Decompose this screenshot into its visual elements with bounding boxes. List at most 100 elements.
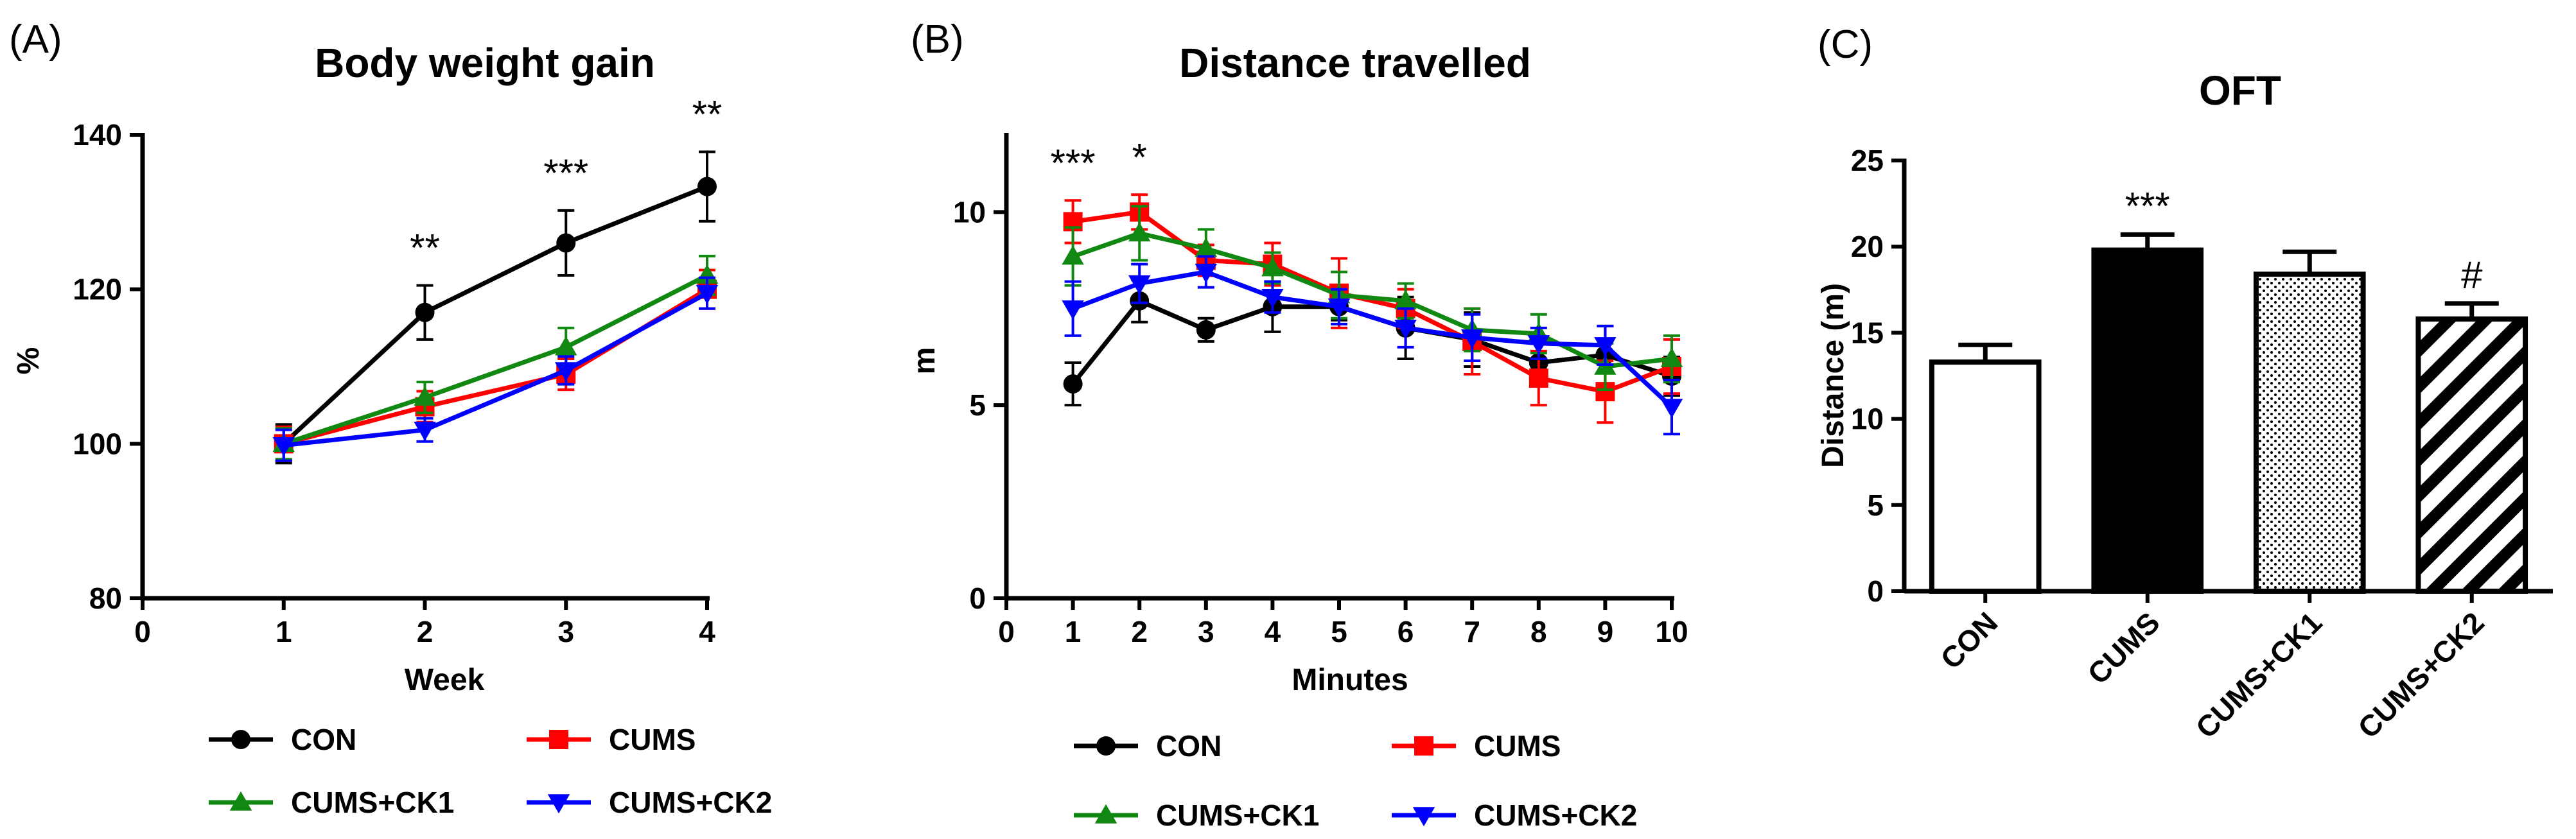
bar [2253, 272, 2366, 594]
x-tick-label: 0 [998, 615, 1015, 648]
data-point [1660, 399, 1683, 419]
series-cums-ck2 [272, 276, 719, 462]
data-point [415, 302, 435, 322]
data-point [1529, 368, 1548, 388]
data-point [1128, 222, 1151, 242]
legend-item-con: CON [1074, 729, 1222, 763]
y-tick-label: 15 [1851, 316, 1884, 349]
legend-label: CUMS+CK2 [609, 786, 772, 819]
x-tick-label: 3 [1198, 615, 1214, 648]
legend-marker [231, 730, 250, 749]
data-point [555, 336, 577, 356]
legend-marker [1414, 736, 1433, 756]
series-cums [274, 268, 717, 462]
legend-item-con: CON [209, 723, 356, 756]
data-point [1460, 329, 1484, 349]
x-tick-label: 2 [1131, 615, 1148, 648]
significance-marker: ** [410, 227, 440, 270]
panel-a-label: (A) [9, 17, 62, 62]
data-point [696, 284, 719, 304]
x-tick-label: CON [1934, 605, 2004, 675]
data-point [1195, 238, 1218, 257]
panel-c-title: OFT [2199, 67, 2281, 114]
x-tick-label: CUMS [2081, 605, 2166, 691]
panel-b-title: Distance travelled [1179, 40, 1531, 86]
legend-label: CUMS+CK1 [291, 786, 454, 819]
x-tick-label: 10 [1655, 615, 1688, 648]
legend-label: CUMS [1474, 729, 1561, 763]
legend-marker [549, 730, 568, 749]
legend-label: CON [291, 723, 356, 756]
data-point [1261, 257, 1284, 277]
bar-group-con: CON [1929, 342, 2042, 675]
significance-marker: *** [1051, 141, 1096, 184]
bar-group-cums: CUMS [2081, 232, 2204, 691]
panel-a-title: Body weight gain [315, 40, 655, 86]
legend-marker [229, 791, 252, 811]
x-tick-label: 5 [1331, 615, 1347, 648]
x-tick-label: 9 [1597, 615, 1614, 648]
legend-marker [1096, 736, 1116, 756]
data-point [1527, 335, 1550, 355]
x-tick-label: 8 [1530, 615, 1547, 648]
bar [2415, 316, 2528, 594]
data-point [1594, 337, 1617, 357]
panel-a-y-axis-label: % [12, 347, 46, 375]
panel-b-y-axis-label: m [907, 347, 942, 375]
series-line [283, 273, 708, 446]
x-tick-label: 7 [1464, 615, 1480, 648]
series-con [274, 150, 717, 465]
panel-b-distance-travelled: (B) Distance travelled Minutes m 0 1 2 3 4 5 6… [907, 17, 1688, 832]
data-point [1394, 320, 1417, 340]
data-point [1128, 275, 1151, 295]
panel-c-plot-area: 0 5 10 15 20 25 CON CUMS CUMS+CK1 CUMS+CK2 *** # [1851, 144, 2553, 745]
legend-item-cums-ck1: CUMS+CK1 [1074, 799, 1319, 832]
data-point [1394, 290, 1417, 309]
data-point [1261, 288, 1284, 308]
x-tick-label: 1 [276, 615, 292, 648]
legend-marker [1094, 804, 1117, 824]
y-tick-label: 140 [73, 118, 122, 151]
legend-item-cums: CUMS [527, 723, 696, 756]
y-tick-label: 10 [1851, 402, 1884, 436]
series-cums-ck1 [1062, 205, 1683, 392]
data-point [556, 233, 576, 253]
significance-marker: * [1132, 135, 1147, 178]
legend-label: CUMS [609, 723, 696, 756]
data-point [414, 421, 436, 441]
data-point [1327, 298, 1351, 318]
series-line [1072, 270, 1674, 409]
legend-marker [1412, 807, 1435, 827]
y-tick-label: 10 [953, 195, 986, 229]
y-tick-label: 0 [1867, 575, 1884, 608]
panel-a-body-weight-gain: (A) Body weight gain Week % 0 1 2 3 4 80 100 12… [9, 17, 772, 819]
data-point [1660, 347, 1683, 367]
x-tick-label: 2 [417, 615, 434, 648]
bar [1929, 359, 2042, 594]
panel-c-y-axis-label: Distance (m) [1816, 283, 1850, 468]
data-point [697, 177, 717, 196]
series-line [1073, 209, 1673, 394]
bar-group-cums-ck1: CUMS+CK1 [2189, 249, 2366, 745]
data-point [1196, 320, 1216, 340]
y-tick-label: 120 [73, 273, 122, 306]
panel-c-oft: (C) OFT Distance (m) 0 5 10 15 20 25 CON CUMS CU… [1816, 22, 2553, 745]
series-line [282, 184, 708, 445]
panel-b-x-axis-label: Minutes [1292, 663, 1408, 697]
significance-marker: # [2461, 254, 2483, 297]
data-point [555, 362, 577, 382]
data-point [1062, 245, 1084, 265]
legend-marker [547, 794, 570, 814]
x-tick-label: 0 [134, 615, 151, 648]
x-tick-label: 1 [1065, 615, 1082, 648]
x-tick-label: CUMS+CK1 [2189, 605, 2329, 745]
x-tick-label: 3 [557, 615, 574, 648]
panel-b-legend: CON CUMS CUMS+CK1 CUMS+CK2 [1074, 729, 1637, 832]
y-tick-label: 25 [1851, 144, 1884, 177]
legend-item-cums-ck1: CUMS+CK1 [209, 786, 454, 819]
data-point [1063, 374, 1083, 394]
significance-marker: ** [692, 92, 723, 135]
x-tick-label: CUMS+CK2 [2351, 605, 2491, 745]
